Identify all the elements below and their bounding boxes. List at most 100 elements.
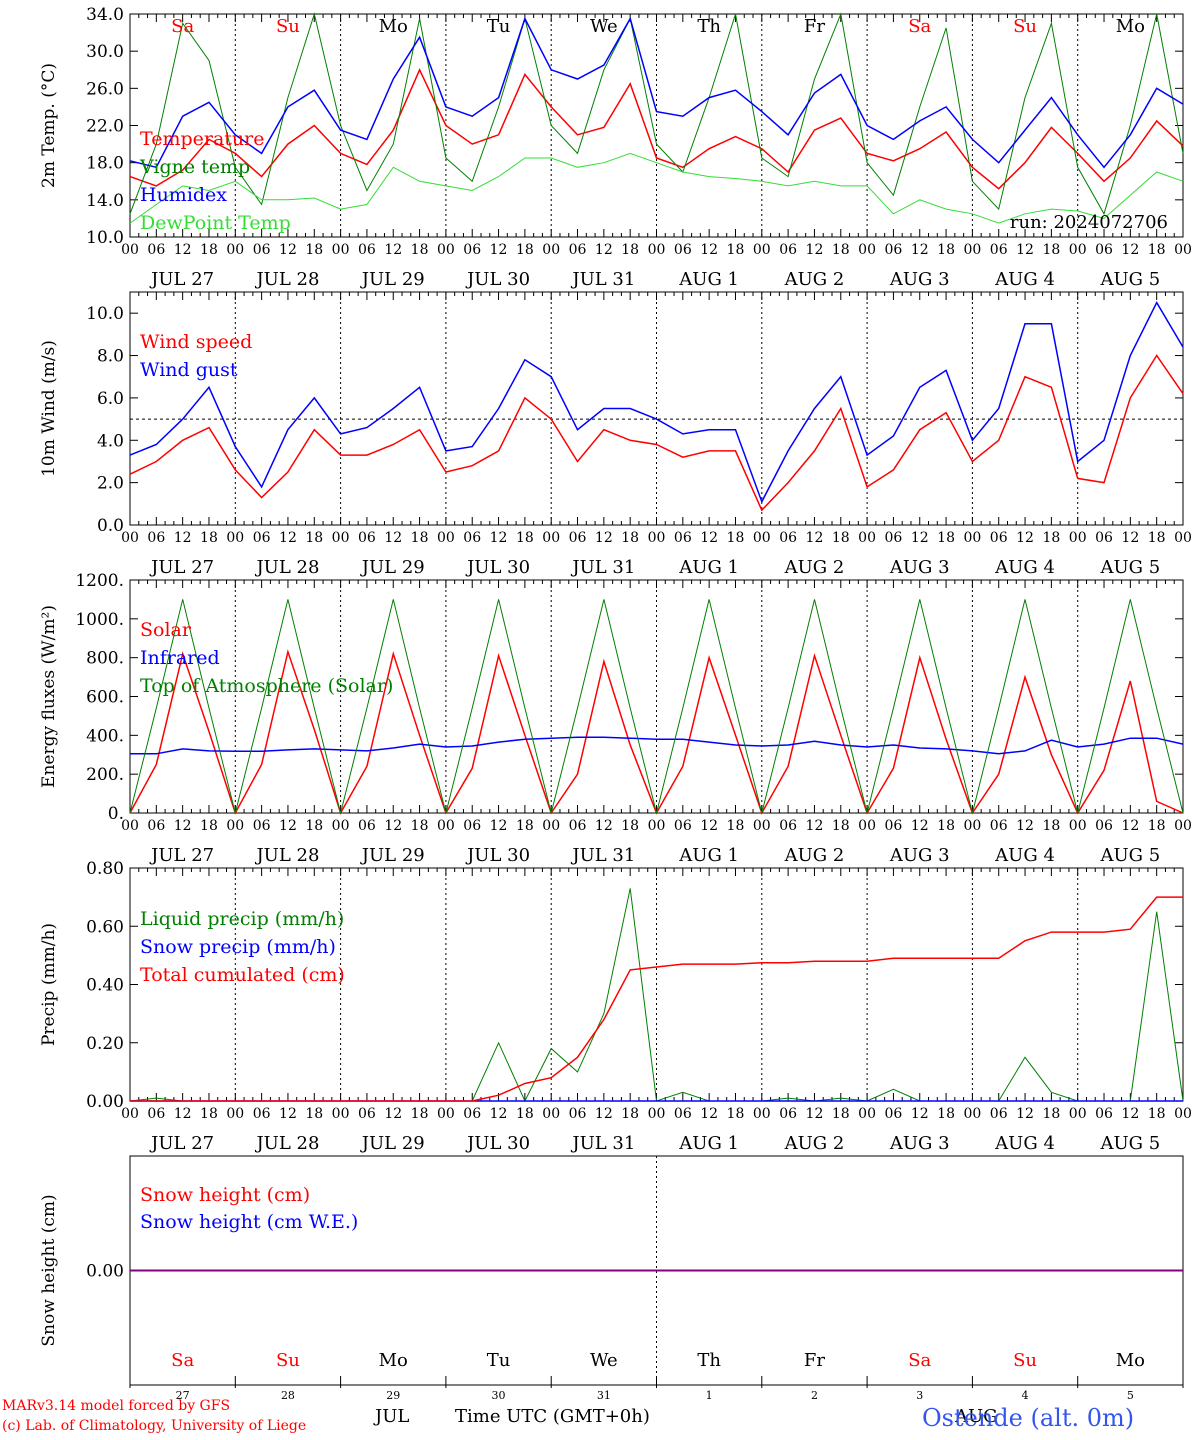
hour-tick-label: 12	[1121, 242, 1139, 258]
hour-tick-label: 12	[1016, 530, 1034, 546]
hour-tick-label: 12	[174, 1106, 192, 1122]
hour-tick-label: 00	[332, 530, 350, 546]
hour-tick-label: 12	[595, 242, 613, 258]
weekday-label: Mo	[1116, 16, 1145, 37]
hour-tick-label: 00	[858, 530, 876, 546]
date-label: AUG 5	[1099, 269, 1160, 290]
hour-tick-label: 12	[490, 1106, 508, 1122]
hour-tick-label: 06	[358, 530, 376, 546]
hour-tick-label: 18	[516, 530, 534, 546]
date-label: JUL 31	[570, 845, 635, 866]
hour-tick-label: 06	[463, 818, 481, 834]
y-tick-label: 18.0	[86, 154, 124, 174]
hour-tick-label: 12	[806, 1106, 824, 1122]
time-axis-label: Time UTC (GMT+0h)	[455, 1406, 650, 1427]
date-label: JUL 28	[254, 557, 319, 578]
hour-tick-label: 12	[1016, 1106, 1034, 1122]
y-tick-label: 10.0	[86, 228, 124, 248]
hour-tick-label: 06	[147, 1106, 165, 1122]
model-credit: MARv3.14 model forced by GFS	[2, 1398, 231, 1414]
hour-tick-label: 12	[911, 530, 929, 546]
hour-tick-label: 12	[700, 1106, 718, 1122]
hour-tick-label: 06	[463, 530, 481, 546]
hour-tick-label: 06	[779, 818, 797, 834]
hour-tick-label: 00	[858, 242, 876, 258]
hour-tick-label: 06	[990, 1106, 1008, 1122]
hour-tick-label: 00	[963, 242, 981, 258]
hour-tick-label: 18	[516, 242, 534, 258]
hour-tick-label: 00	[1174, 1106, 1192, 1122]
bottom-axis: Sa Su Mo Tu We Th Fr Sa Su Mo 27 28 29 30 31 1 2 3 4 5	[129, 1350, 1184, 1402]
hour-tick-label: 00	[1174, 818, 1192, 834]
legend-entry: Wind gust	[140, 359, 238, 381]
hour-tick-label: 12	[595, 1106, 613, 1122]
y-tick-label: 800.	[86, 649, 124, 669]
date-label: AUG 3	[889, 269, 950, 290]
hour-tick-label: 00	[121, 242, 139, 258]
hour-tick-label: 12	[174, 242, 192, 258]
hour-tick-label: 00	[1069, 1106, 1087, 1122]
y-tick-label: 0.80	[86, 859, 124, 879]
hour-tick-label: 18	[516, 818, 534, 834]
series-line	[130, 736, 1184, 755]
panel-energy: 0. 200. 400. 600. 800. 1000. 1200. Energy fluxe…	[39, 571, 1192, 866]
day-number-label: 1	[706, 1389, 713, 1402]
weekday-label: Tu	[487, 1350, 511, 1371]
weekday-label: Mo	[379, 1350, 408, 1371]
date-label: JUL 27	[149, 1133, 214, 1154]
series-line	[129, 599, 1184, 814]
hour-tick-label: 12	[806, 530, 824, 546]
date-label: AUG 1	[678, 557, 739, 578]
legend-entry: Top of Atmosphere (Solar)	[140, 675, 393, 697]
hour-tick-label: 00	[542, 818, 560, 834]
y-axis-title: 2m Temp. (°C)	[39, 63, 59, 188]
hour-tick-label: 00	[858, 1106, 876, 1122]
hour-tick-label: 18	[621, 818, 639, 834]
date-label: AUG 1	[678, 269, 739, 290]
hour-tick-label: 00	[753, 530, 771, 546]
date-label: JUL 30	[465, 269, 530, 290]
hour-tick-label: 06	[990, 530, 1008, 546]
hour-tick-label: 00	[963, 530, 981, 546]
weekday-label: We	[590, 16, 618, 37]
y-axis-title: Snow height (cm)	[39, 1194, 59, 1346]
y-tick-label: 0.0	[97, 516, 124, 536]
weekday-label: Su	[276, 16, 300, 37]
hour-tick-label: 18	[621, 1106, 639, 1122]
panel-temperature: 10.0 14.0 18.0 22.0 26.0 30.0 34.0 2m Temp. (°C…	[39, 5, 1192, 290]
date-label: AUG 4	[994, 557, 1055, 578]
hour-tick-label: 18	[1042, 242, 1060, 258]
hour-tick-label: 18	[832, 818, 850, 834]
legend-entry: Infrared	[140, 647, 220, 669]
hour-tick-label: 12	[279, 1106, 297, 1122]
y-tick-label: 0.00	[86, 1262, 124, 1282]
hour-tick-label: 06	[569, 530, 587, 546]
hour-tick-label: 00	[437, 242, 455, 258]
hour-tick-label: 18	[411, 242, 429, 258]
date-label: JUL 27	[149, 845, 214, 866]
hour-tick-label: 00	[332, 1106, 350, 1122]
date-label: AUG 5	[1099, 557, 1160, 578]
hour-tick-label: 18	[937, 530, 955, 546]
day-number-label: 29	[386, 1389, 400, 1402]
date-label: JUL 28	[254, 1133, 319, 1154]
hour-tick-label: 06	[358, 242, 376, 258]
hour-tick-label: 06	[779, 1106, 797, 1122]
hour-tick-label: 18	[305, 530, 323, 546]
hour-tick-label: 06	[569, 818, 587, 834]
y-tick-label: 0.00	[86, 1092, 124, 1112]
weekday-label: Su	[1013, 16, 1037, 37]
weekday-label: Fr	[804, 16, 825, 37]
weekday-label: Sa	[171, 16, 194, 37]
y-tick-label: 34.0	[86, 5, 124, 25]
hour-tick-label: 06	[147, 530, 165, 546]
day-number-label: 4	[1022, 1389, 1029, 1402]
hour-tick-label: 18	[411, 1106, 429, 1122]
month-aug-label: AUG	[955, 1406, 998, 1427]
legend-entry: Snow height (cm)	[140, 1184, 310, 1206]
y-tick-label: 2.0	[97, 474, 124, 494]
hour-tick-label: 12	[384, 1106, 402, 1122]
hour-tick-label: 00	[1174, 530, 1192, 546]
hour-tick-label: 00	[648, 1106, 666, 1122]
date-label: AUG 2	[784, 845, 845, 866]
